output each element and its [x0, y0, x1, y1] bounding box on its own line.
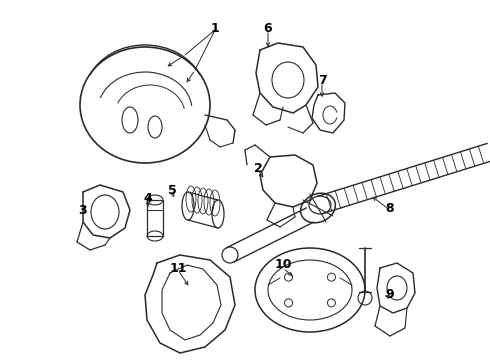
Text: 6: 6: [264, 22, 272, 35]
Text: 3: 3: [78, 203, 86, 216]
Text: 10: 10: [274, 258, 292, 271]
Text: 8: 8: [386, 202, 394, 215]
Text: 2: 2: [254, 162, 262, 175]
Text: 11: 11: [169, 261, 187, 274]
Text: 7: 7: [318, 73, 326, 86]
Text: 4: 4: [144, 192, 152, 204]
Text: 1: 1: [211, 22, 220, 35]
Text: 9: 9: [386, 288, 394, 302]
Text: 5: 5: [168, 184, 176, 197]
